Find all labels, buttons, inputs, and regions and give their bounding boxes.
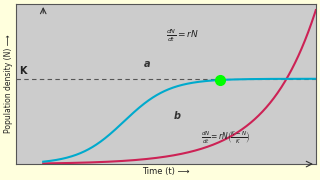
X-axis label: Time (t) ⟶: Time (t) ⟶ [142, 167, 190, 176]
Text: $\frac{dN}{dt}$$ = rN\left(\frac{K-N}{K}\right)$: $\frac{dN}{dt}$$ = rN\left(\frac{K-N}{K}… [201, 130, 251, 146]
Text: $\bf{K}$: $\bf{K}$ [19, 64, 29, 76]
Text: b: b [174, 111, 181, 121]
Text: a: a [144, 59, 151, 69]
Text: $\frac{dN}{dt}$$ = rN$: $\frac{dN}{dt}$$ = rN$ [166, 28, 199, 44]
Y-axis label: Population density (N) ⟶: Population density (N) ⟶ [4, 35, 13, 133]
